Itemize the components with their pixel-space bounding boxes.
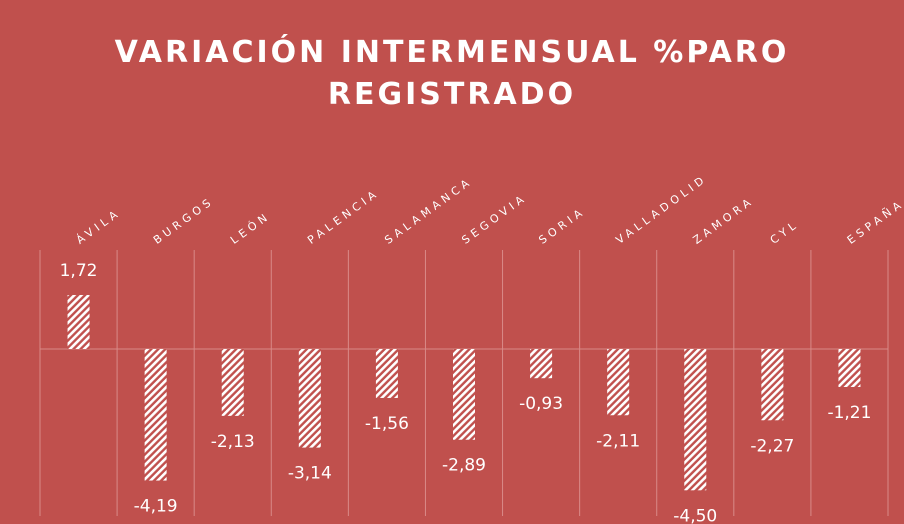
value-label: -0,93 — [519, 394, 563, 414]
bar — [761, 349, 784, 421]
bar — [221, 349, 244, 416]
bar — [298, 349, 321, 448]
value-label: 1,72 — [60, 261, 98, 281]
bar — [607, 349, 630, 416]
value-label: -2,27 — [750, 436, 794, 456]
chart-title: VARIACIÓN INTERMENSUAL %PARO REGISTRADO — [114, 35, 790, 112]
bar — [530, 349, 553, 379]
value-label: -4,50 — [673, 506, 717, 524]
bar — [453, 349, 475, 440]
value-label: -2,89 — [442, 456, 486, 476]
value-label: -2,13 — [211, 432, 255, 452]
bar — [67, 294, 90, 349]
bar — [684, 349, 707, 491]
bar — [144, 349, 167, 481]
value-label: -3,14 — [288, 464, 332, 484]
value-label: -1,56 — [365, 414, 409, 434]
bar — [838, 349, 861, 387]
value-label: -4,19 — [134, 497, 178, 517]
value-label: -2,11 — [596, 431, 640, 451]
value-label: -1,21 — [827, 403, 871, 423]
bar — [375, 349, 398, 398]
